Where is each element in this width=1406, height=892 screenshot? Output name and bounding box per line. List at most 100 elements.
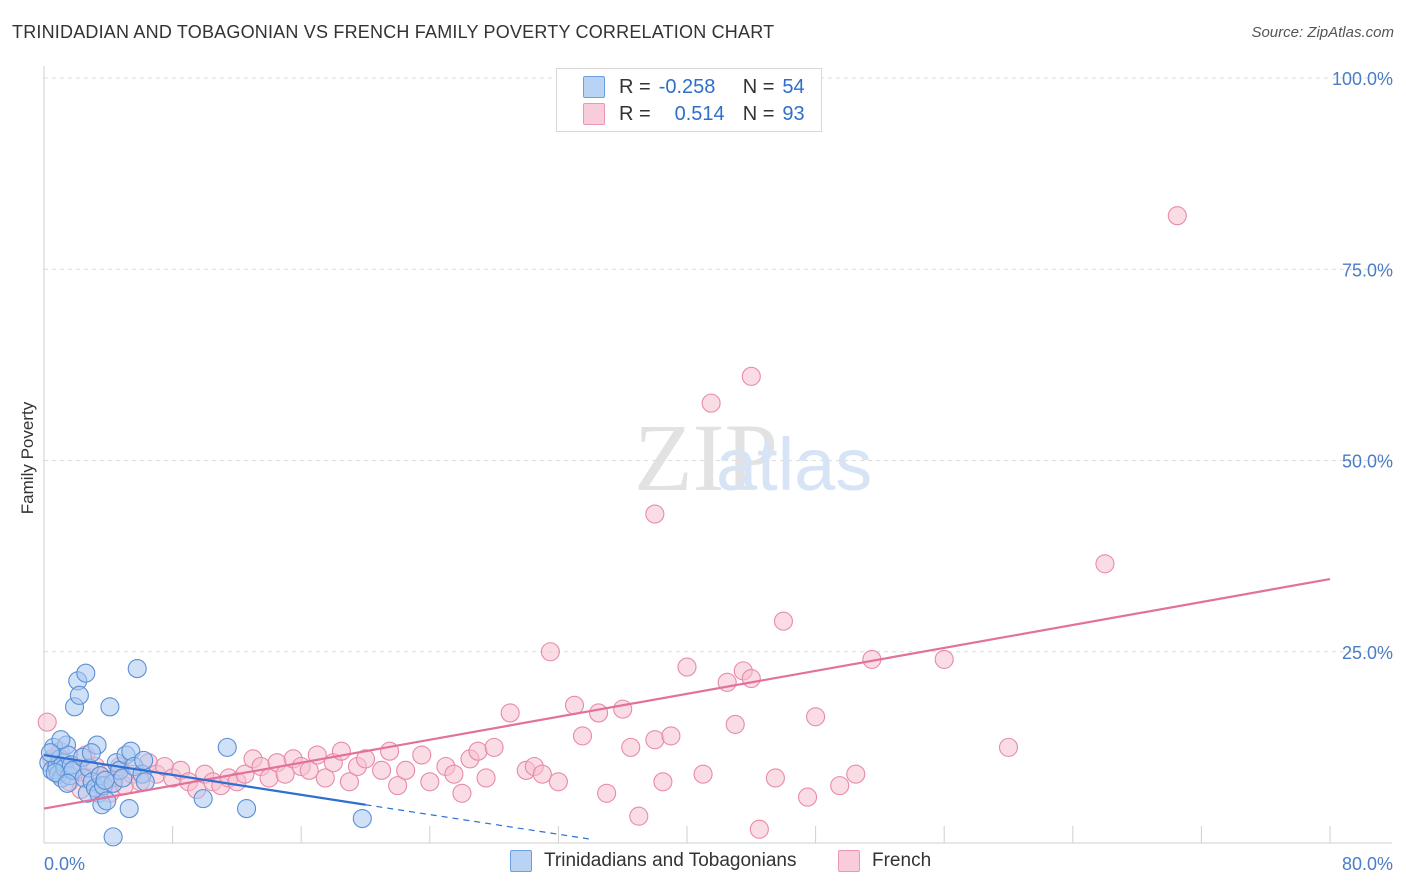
french-point — [773, 611, 794, 631]
trinidadian-trend-extension — [365, 804, 591, 840]
watermark: ZIP atlas — [634, 404, 872, 511]
watermark-zip: ZIP — [634, 404, 778, 511]
trinidadian-point — [97, 791, 117, 811]
french-point — [661, 726, 681, 746]
legend-r-label: R = — [619, 102, 651, 125]
french-point — [765, 768, 785, 788]
legend-swatch-blue — [583, 76, 605, 98]
trinidadian-point — [352, 808, 372, 829]
french-point — [725, 714, 745, 734]
trinidadian-point — [103, 827, 123, 847]
french-point — [749, 819, 769, 839]
y-tick-label: 100.0% — [1332, 69, 1393, 89]
french-point — [532, 764, 552, 784]
legend-r-value-1: -0.258 — [658, 75, 716, 98]
french-point — [629, 806, 649, 826]
french-point — [806, 707, 826, 727]
french-point — [998, 737, 1019, 757]
trinidadian-point — [40, 743, 60, 763]
trinidadian-point — [134, 750, 154, 770]
trinidadian-point — [81, 743, 101, 763]
legend-r-value-2: 0.514 — [674, 102, 725, 125]
french-point — [621, 737, 641, 757]
legend-n-value-2: 93 — [782, 102, 805, 125]
french-point — [645, 730, 665, 750]
french-point — [500, 703, 520, 723]
trinidadian-point — [236, 799, 257, 819]
french-point — [420, 772, 440, 792]
french-point — [693, 764, 713, 784]
series-legend-label-french: French — [872, 850, 932, 871]
trinidadian-point — [57, 773, 77, 793]
trinidadian-point — [69, 685, 89, 705]
correlation-legend: R = -0.258 N = 54 R = 0.514 N = 93 — [556, 68, 822, 132]
trinidadian-point — [193, 789, 213, 809]
series-legend-label-trinidadian: Trinidadians and Tobagonians — [544, 850, 797, 871]
trinidadian-point — [95, 770, 115, 790]
trinidadian-point — [51, 730, 71, 750]
french-point — [468, 741, 488, 761]
trinidadian-point — [217, 737, 237, 757]
french-point — [934, 649, 954, 669]
french-point — [798, 787, 818, 807]
legend-n-value-1: 54 — [782, 75, 805, 98]
watermark-atlas: atlas — [716, 423, 872, 506]
trinidadian-trend-line — [43, 753, 366, 806]
series-legend: Trinidadians and Tobagonians French — [0, 850, 1406, 878]
french-point — [372, 760, 392, 780]
legend-n-label: N = — [742, 75, 775, 98]
series-legend-swatch-pink — [838, 850, 860, 872]
trinidadian-point — [127, 659, 147, 679]
french-point — [540, 642, 560, 662]
french-point — [548, 772, 568, 792]
legend-n-label: N = — [742, 102, 775, 125]
trinidadian-point — [119, 799, 139, 819]
french-point — [484, 737, 504, 757]
trend-lines — [43, 577, 1331, 840]
french-point — [315, 768, 335, 788]
french-trend-line — [43, 577, 1331, 810]
chart-title: TRINIDADIAN AND TOBAGONIAN VS FRENCH FAM… — [12, 22, 775, 42]
trinidadian-point — [45, 763, 65, 783]
grid-lines — [44, 77, 1392, 653]
legend-swatch-pink — [583, 103, 605, 125]
french-point — [452, 783, 472, 803]
french-points — [37, 206, 1187, 839]
series-legend-item-trinidadian: Trinidadians and Tobagonians — [510, 850, 796, 872]
french-point — [677, 657, 697, 677]
french-point — [396, 760, 416, 780]
series-legend-item-french: French — [838, 850, 931, 872]
french-point — [564, 695, 585, 715]
legend-row-trinidadian: R = -0.258 N = 54 — [557, 74, 805, 100]
trinidadian-point — [100, 697, 120, 717]
french-point — [37, 712, 57, 732]
y-tick-label: 25.0% — [1342, 643, 1393, 663]
french-point — [846, 764, 866, 784]
french-point — [613, 699, 633, 719]
french-point — [355, 749, 376, 769]
french-point — [701, 393, 721, 413]
french-point — [653, 772, 673, 792]
x-tick-label-min: 0.0% — [44, 854, 85, 874]
french-point — [339, 772, 359, 792]
french-point — [830, 776, 850, 796]
french-point — [741, 366, 761, 386]
french-point — [1167, 206, 1187, 226]
source-label: Source: ZipAtlas.com — [1251, 24, 1394, 41]
x-tick-label-max: 80.0% — [1342, 854, 1393, 874]
french-point — [572, 726, 593, 746]
tick-labels: 25.0% 50.0% 75.0% 100.0% 0.0% 80.0% — [44, 69, 1393, 874]
legend-r-label: R = — [619, 75, 651, 98]
y-tick-label: 75.0% — [1342, 260, 1393, 280]
legend-row-french: R = 0.514 N = 93 — [557, 101, 805, 127]
trinidadian-point — [76, 663, 96, 683]
french-point — [476, 768, 496, 788]
trinidadian-point — [135, 772, 155, 792]
series-legend-swatch-blue — [510, 850, 532, 872]
french-point — [597, 783, 617, 803]
french-point — [412, 745, 432, 765]
french-point — [589, 703, 609, 723]
french-point — [645, 504, 665, 524]
french-point — [444, 764, 464, 784]
